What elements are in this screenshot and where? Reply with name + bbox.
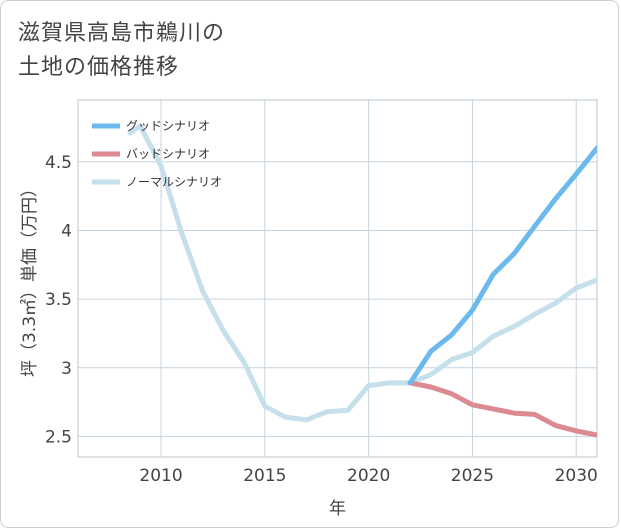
y-axis-title: 坪（3.3㎡）単価（万円） bbox=[20, 180, 40, 377]
series-line-1 bbox=[407, 380, 597, 438]
x-tick-label: 2025 bbox=[451, 466, 494, 486]
series-line-2 bbox=[127, 123, 597, 423]
y-tick-label: 3.5 bbox=[45, 290, 72, 310]
x-axis-title: 年 bbox=[329, 499, 346, 519]
x-tick-labels: 2010 2015 2020 2025 2030 bbox=[139, 466, 597, 486]
legend-label-1: バッドシナリオ bbox=[126, 147, 210, 161]
chart-title: 滋賀県高島市鵜川の 土地の価格推移 bbox=[18, 21, 226, 80]
x-tick-label: 2030 bbox=[555, 466, 598, 486]
y-tick-label: 2.5 bbox=[45, 427, 72, 447]
y-tick-labels: 2.5 3 3.5 4 4.5 bbox=[45, 153, 72, 448]
series-line-0 bbox=[407, 145, 597, 386]
x-tick-label: 2010 bbox=[139, 466, 182, 486]
legend-label-2: ノーマルシナリオ bbox=[126, 175, 222, 189]
series-lines bbox=[127, 123, 597, 438]
x-tick-label: 2020 bbox=[347, 466, 390, 486]
y-tick-label: 4 bbox=[61, 221, 72, 241]
x-tick-label: 2015 bbox=[243, 466, 286, 486]
legend-label-0: グッドシナリオ bbox=[126, 119, 210, 133]
y-tick-label: 4.5 bbox=[45, 153, 72, 173]
grid-lines bbox=[78, 100, 597, 457]
y-tick-label: 3 bbox=[61, 359, 72, 379]
